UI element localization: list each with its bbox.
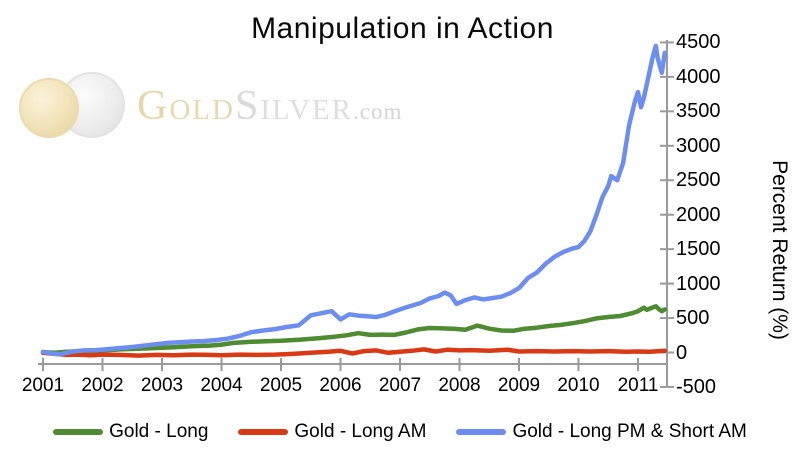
y-tick-label-1500: 1500 bbox=[676, 238, 721, 261]
x-tick-label-2001: 2001 bbox=[21, 375, 65, 396]
legend: Gold - Long Gold - Long AM Gold - Long PM … bbox=[0, 421, 800, 443]
y-tick-label-3000: 3000 bbox=[676, 134, 721, 157]
legend-swatch-icon bbox=[238, 429, 289, 435]
legend-swatch-icon bbox=[53, 429, 104, 435]
series-line-gold-long-am bbox=[40, 347, 668, 358]
x-tick-label-2004: 2004 bbox=[200, 375, 243, 396]
y-tick-label-4000: 4000 bbox=[676, 65, 721, 88]
x-tick-label-2009: 2009 bbox=[497, 375, 541, 396]
series-line-gold-long bbox=[40, 304, 668, 356]
legend-swatch-icon bbox=[456, 429, 507, 435]
legend-item-gold-long-pm-short-am: Gold - Long PM & Short AM bbox=[456, 421, 747, 443]
legend-label: Gold - Long bbox=[109, 421, 209, 442]
x-tick-label-2007: 2007 bbox=[378, 375, 422, 396]
x-tick-label-2002: 2002 bbox=[81, 375, 124, 396]
x-tick-label-2010: 2010 bbox=[557, 375, 600, 396]
y-tick-label-3500: 3500 bbox=[676, 100, 721, 123]
y-tick-label-1000: 1000 bbox=[676, 272, 721, 295]
chart-title: Manipulation in Action bbox=[251, 12, 554, 45]
y-axis-title: Percent Return (%) bbox=[768, 160, 791, 340]
legend-label: Gold - Long AM bbox=[294, 421, 427, 442]
legend-item-gold-long-am: Gold - Long AM bbox=[238, 421, 426, 443]
x-tick-label-2008: 2008 bbox=[438, 375, 481, 396]
x-tick-label-2005: 2005 bbox=[259, 375, 303, 396]
y-tick-label-0: 0 bbox=[676, 341, 688, 364]
x-tick-label-2011: 2011 bbox=[617, 375, 659, 396]
y-tick-label-2000: 2000 bbox=[676, 203, 721, 226]
x-tick-label-2003: 2003 bbox=[140, 375, 184, 396]
y-tick-label--500: -500 bbox=[676, 375, 717, 398]
legend-label: Gold - Long PM & Short AM bbox=[512, 421, 747, 442]
y-tick-label-4500: 4500 bbox=[676, 31, 721, 54]
y-tick-label-2500: 2500 bbox=[676, 169, 721, 192]
y-tick-label-500: 500 bbox=[676, 307, 710, 330]
legend-item-gold-long: Gold - Long bbox=[53, 421, 208, 443]
series-line-gold-long-pm-short-am bbox=[40, 43, 668, 357]
x-tick-label-2006: 2006 bbox=[319, 375, 362, 396]
